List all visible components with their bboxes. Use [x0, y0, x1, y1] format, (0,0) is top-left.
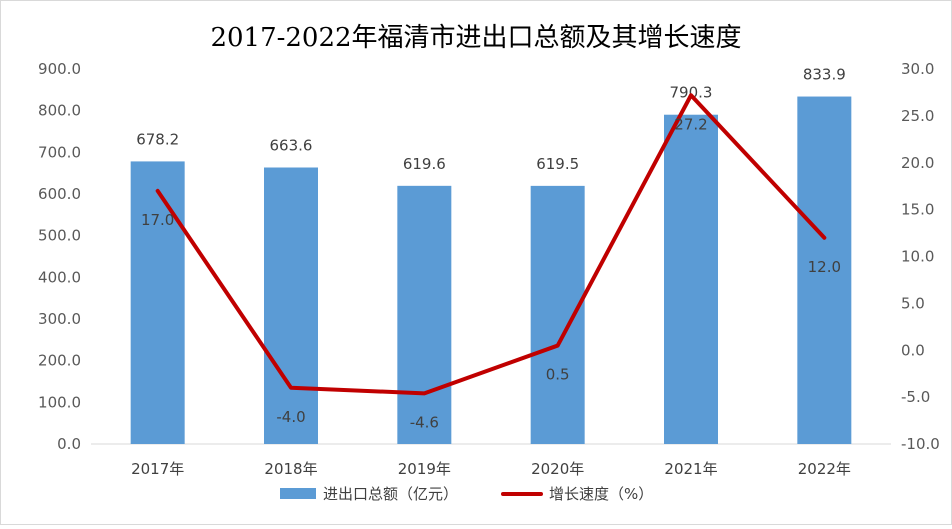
x-tick-label: 2018年: [264, 460, 317, 478]
left-tick-label: 600.0: [38, 185, 81, 203]
bar: [130, 161, 185, 444]
bar-labels: 678.2 663.6 619.6 619.5 790.3 833.9: [136, 66, 846, 173]
line-data-label: -4.6: [410, 413, 439, 431]
left-tick-label: 100.0: [38, 393, 81, 411]
line-data-label: 0.5: [546, 366, 570, 384]
bar-data-label: 790.3: [670, 84, 713, 102]
right-tick-label: 30.0: [901, 60, 934, 78]
left-tick-label: 0.0: [57, 435, 81, 453]
left-tick-label: 500.0: [38, 227, 81, 245]
right-tick-label: 20.0: [901, 154, 934, 172]
bar: [797, 96, 852, 445]
line-labels: 17.0 -4.0 -4.6 0.5 27.2 12.0: [141, 115, 841, 431]
bar-data-label: 619.5: [536, 155, 579, 173]
bar: [664, 114, 718, 444]
left-tick-label: 800.0: [38, 102, 81, 120]
bar: [530, 185, 585, 444]
left-tick-label: 300.0: [38, 310, 81, 328]
left-tick-label: 200.0: [38, 352, 81, 370]
line-data-label: -4.0: [276, 408, 305, 426]
bar-data-label: 833.9: [803, 66, 846, 84]
right-tick-label: 25.0: [901, 107, 934, 125]
x-tick-label: 2017年: [131, 460, 184, 478]
right-tick-label: 10.0: [901, 248, 934, 266]
x-tick-label: 2022年: [798, 460, 851, 478]
left-axis: 0.0 100.0 200.0 300.0 400.0 500.0 600.0 700.0 80…: [38, 60, 81, 453]
right-tick-label: 15.0: [901, 201, 934, 219]
line-data-label: 27.2: [674, 115, 707, 133]
x-tick-label: 2020年: [531, 460, 584, 478]
legend-line-label: 增长速度（%）: [549, 485, 653, 503]
bar: [264, 167, 318, 444]
line-data-label: 17.0: [141, 211, 174, 229]
right-tick-label: 5.0: [901, 294, 925, 312]
x-axis-labels: 2017年 2018年 2019年 2020年 2021年 2022年: [131, 460, 851, 478]
bar-data-label: 678.2: [136, 130, 179, 148]
bar: [397, 185, 452, 445]
x-tick-label: 2019年: [398, 460, 451, 478]
right-tick-label: 0.0: [901, 341, 925, 359]
bar-data-label: 663.6: [270, 137, 313, 155]
legend-bar-swatch: [280, 488, 316, 499]
bar-data-label: 619.6: [403, 155, 446, 173]
left-tick-label: 700.0: [38, 143, 81, 161]
left-tick-label: 900.0: [38, 60, 81, 78]
left-tick-label: 400.0: [38, 268, 81, 286]
right-tick-label: -5.0: [901, 388, 930, 406]
growth-line: [155, 93, 827, 396]
right-axis: -10.0 -5.0 0.0 5.0 10.0 15.0 20.0 25.0 30.0: [901, 60, 940, 453]
legend: 进出口总额（亿元） 增长速度（%）: [280, 485, 653, 503]
line-data-label: 12.0: [808, 258, 841, 276]
legend-bar-label: 进出口总额（亿元）: [323, 485, 458, 503]
line-series: [155, 93, 827, 396]
x-tick-label: 2021年: [664, 460, 717, 478]
chart-title: 2017-2022年福清市进出口总额及其增长速度: [210, 23, 741, 53]
right-tick-label: -10.0: [901, 435, 940, 453]
